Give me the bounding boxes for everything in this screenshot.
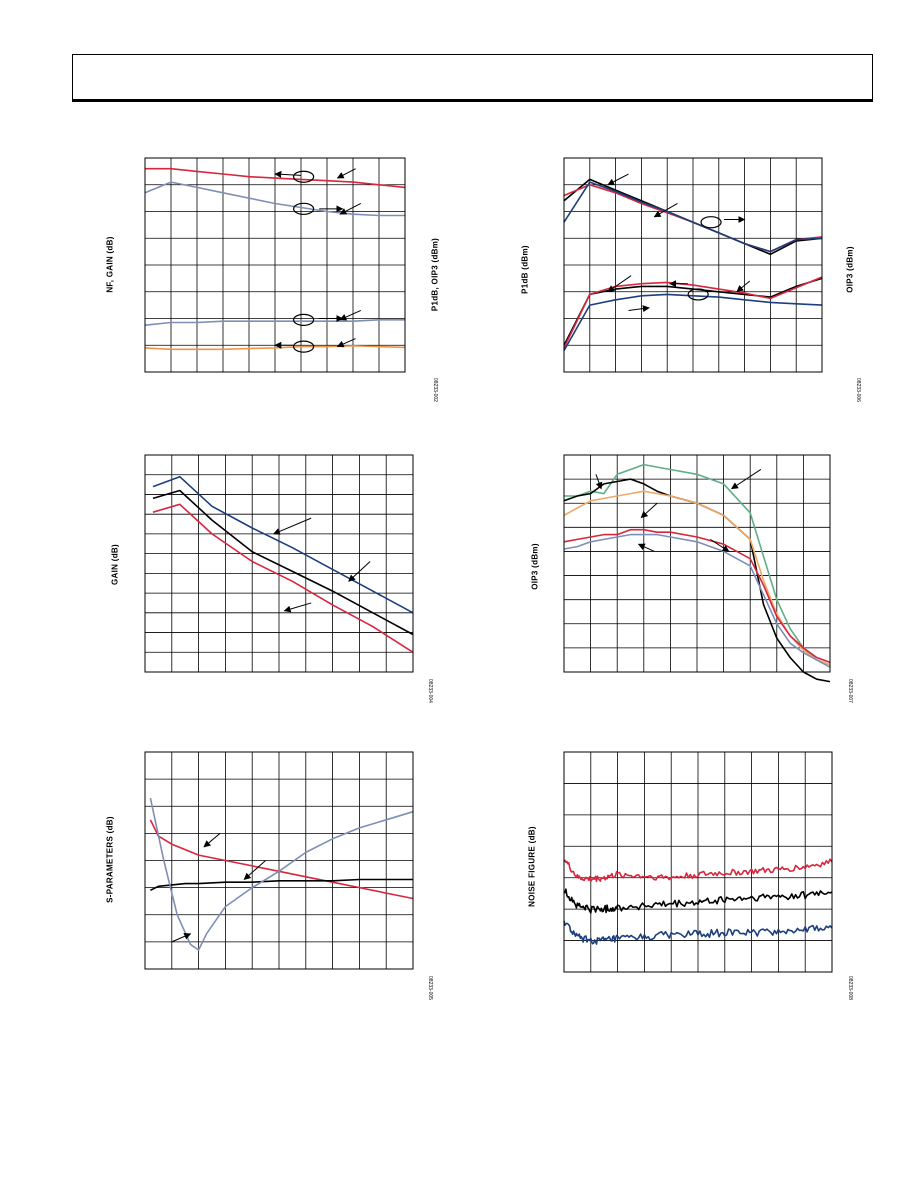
series-line-gray (144, 319, 405, 326)
annotation-arrow (274, 170, 302, 178)
page-header-box (72, 54, 873, 102)
chart-nf-gain-fig-id: 08233-002 (432, 378, 438, 402)
annotation-arrow (607, 173, 629, 186)
chart-oip3-fig-id: 08233-007 (847, 679, 853, 703)
annotation-arrow (339, 310, 362, 321)
annotation-arrow (637, 543, 655, 552)
chart-oip3 (563, 454, 831, 683)
chart-nf-gain-ylabel: NF, GAIN (dB) (105, 236, 115, 293)
annotation-arrow (607, 275, 632, 293)
annotation-arrow (336, 338, 356, 348)
plot-frame (563, 157, 823, 373)
chart-p1db-oip3-fig-id: 08233-006 (855, 378, 861, 402)
series-line-red (145, 167, 406, 189)
series-line-green (564, 463, 831, 666)
series-line-gray (149, 797, 414, 951)
chart-p1db-oip3-ylabel2: OIP3 (dBm) (845, 246, 855, 293)
annotation-arrow (336, 168, 356, 179)
chart-nf-gain-ylabel2: P1dB, OIP3 (dBm) (430, 237, 440, 312)
chart-p1db-oip3 (563, 157, 823, 373)
chart-s-params-fig-id: 08233-005 (427, 976, 433, 1000)
annotation-arrow (640, 502, 658, 519)
plot-frame (144, 157, 406, 373)
series-line-gray (563, 533, 831, 668)
series-line-red (563, 528, 831, 664)
annotation-ellipse (687, 288, 709, 301)
annotation-ellipse (293, 170, 315, 183)
series-line-blue (152, 475, 414, 614)
chart-p1db-oip3-ylabel: P1dB (dBm) (520, 245, 530, 294)
series-line-blue (563, 293, 823, 351)
series-line-red (563, 858, 833, 883)
plot-frame (563, 751, 833, 973)
annotation-arrow (628, 305, 650, 313)
series-line-gray (144, 181, 405, 217)
annotation-arrow (272, 517, 312, 535)
chart-nf-gain (144, 157, 406, 373)
series-line-black (150, 878, 413, 892)
plot-frame (563, 454, 831, 673)
annotation-ellipse (700, 216, 722, 229)
annotation-ellipse (293, 313, 315, 326)
chart-gain-ylabel: GAIN (dB) (110, 544, 120, 585)
annotation-arrow (348, 561, 371, 582)
annotation-arrow (339, 203, 362, 215)
series-line-black (152, 489, 414, 636)
chart-gain (144, 454, 414, 673)
annotation-arrow (730, 469, 762, 490)
annotation-arrow (653, 203, 678, 218)
chart-s-params (144, 751, 414, 970)
annotation-ellipse (293, 340, 315, 353)
series-line-red (149, 819, 414, 900)
plot-frame (144, 751, 414, 970)
chart-noise-figure-fig-id: 08233-008 (847, 976, 853, 1000)
annotation-ellipse (293, 202, 315, 215)
series-line-blue (563, 920, 833, 945)
annotation-arrow (203, 832, 221, 848)
annotation-arrow (595, 474, 603, 490)
annotation-arrow (283, 602, 312, 613)
chart-noise-figure (563, 751, 833, 973)
chart-gain-fig-id: 08233-004 (427, 679, 433, 703)
series-line-blue (563, 181, 823, 253)
series-line-red (152, 503, 414, 653)
annotation-arrow (243, 860, 266, 880)
annotation-arrow (710, 538, 730, 552)
series-line-black (563, 888, 833, 914)
chart-s-params-ylabel: S-PARAMETERS (dB) (105, 816, 115, 903)
chart-noise-figure-ylabel: NOISE FIGURE (dB) (527, 826, 537, 907)
series-line-red (563, 276, 823, 349)
chart-oip3-ylabel: OIP3 (dBm) (530, 543, 540, 590)
annotation-arrow (736, 280, 751, 293)
annotation-arrow (171, 933, 192, 943)
plot-frame (144, 454, 414, 673)
